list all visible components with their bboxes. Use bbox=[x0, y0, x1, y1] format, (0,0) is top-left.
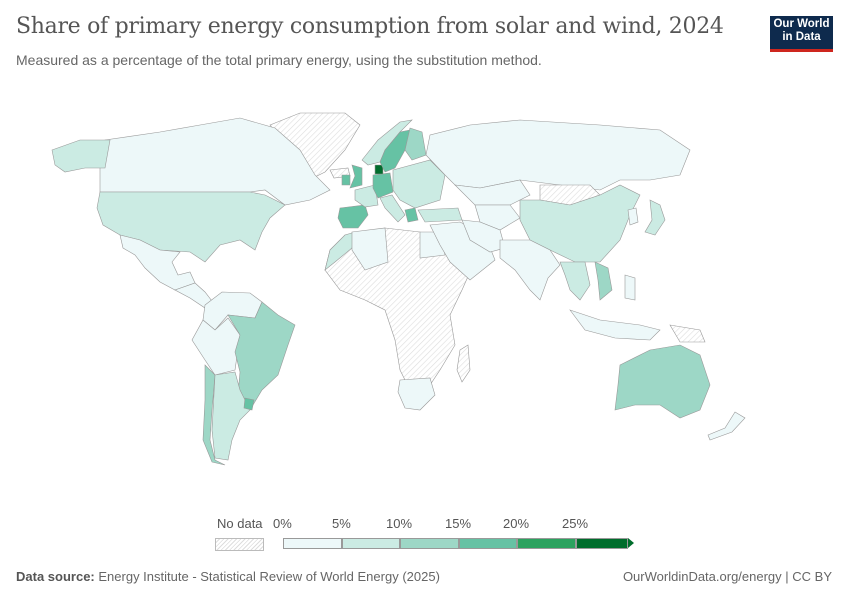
legend-bin-4[interactable] bbox=[517, 538, 576, 549]
country-turkey[interactable] bbox=[417, 207, 463, 223]
logo-line2: in Data bbox=[782, 31, 821, 43]
country-denmark[interactable] bbox=[374, 164, 384, 175]
country-indonesia[interactable] bbox=[569, 309, 661, 341]
country-madagascar[interactable] bbox=[456, 344, 471, 383]
country-korea[interactable] bbox=[627, 207, 639, 226]
map-legend: No data 0% 5% 10% 15% 20% 25% bbox=[0, 516, 850, 556]
legend-tick-10: 10% bbox=[386, 516, 413, 531]
legend-bin-3[interactable] bbox=[458, 538, 517, 549]
country-greece[interactable] bbox=[404, 207, 419, 223]
legend-tick-20: 20% bbox=[503, 516, 530, 531]
country-australia[interactable] bbox=[614, 344, 711, 419]
page-title: Share of primary energy consumption from… bbox=[16, 14, 724, 39]
credit-link[interactable]: OurWorldinData.org/energy | CC BY bbox=[622, 569, 832, 584]
legend-bin-2[interactable] bbox=[400, 538, 459, 549]
page-subtitle: Measured as a percentage of the total pr… bbox=[16, 52, 542, 68]
country-usa[interactable] bbox=[96, 191, 286, 263]
country-mexico[interactable] bbox=[119, 234, 196, 291]
world-map bbox=[51, 112, 746, 466]
country-png[interactable] bbox=[669, 324, 706, 343]
country-central-asia[interactable] bbox=[474, 204, 521, 231]
legend-bin-5[interactable] bbox=[575, 538, 628, 549]
country-india[interactable] bbox=[499, 239, 561, 301]
country-finland[interactable] bbox=[404, 127, 427, 161]
country-vietnam[interactable] bbox=[594, 261, 613, 301]
legend-tick-0: 0% bbox=[273, 516, 292, 531]
country-eastern-europe[interactable] bbox=[392, 159, 446, 209]
country-france[interactable] bbox=[354, 184, 379, 208]
country-alaska[interactable] bbox=[51, 139, 111, 173]
country-ireland[interactable] bbox=[341, 174, 351, 186]
country-germany[interactable] bbox=[372, 172, 394, 199]
legend-no-data-swatch bbox=[215, 538, 264, 551]
country-brazil[interactable] bbox=[227, 301, 296, 411]
country-uk[interactable] bbox=[349, 164, 363, 189]
data-source-link[interactable]: Energy Institute - Statistical Review of… bbox=[98, 569, 440, 584]
data-source-label: Data source: bbox=[16, 569, 95, 584]
country-algeria[interactable] bbox=[351, 227, 389, 271]
legend-tick-15: 15% bbox=[445, 516, 472, 531]
country-southeast-asia[interactable] bbox=[559, 261, 591, 301]
country-japan[interactable] bbox=[644, 199, 666, 236]
legend-bin-0[interactable] bbox=[283, 538, 342, 549]
country-south-africa[interactable] bbox=[397, 377, 436, 411]
legend-tick-25: 25% bbox=[562, 516, 589, 531]
legend-bin-1[interactable] bbox=[341, 538, 400, 549]
owid-logo[interactable]: Our World in Data bbox=[770, 16, 833, 52]
country-italy[interactable] bbox=[379, 194, 406, 223]
country-argentina[interactable] bbox=[211, 371, 251, 461]
logo-line1: Our World bbox=[773, 18, 830, 30]
country-peru-bolivia[interactable] bbox=[191, 317, 241, 376]
country-new-zealand[interactable] bbox=[707, 411, 746, 441]
legend-arrow bbox=[628, 538, 634, 548]
country-chile[interactable] bbox=[202, 364, 226, 466]
country-philippines[interactable] bbox=[624, 274, 636, 301]
data-source: Data source: Energy Institute - Statisti… bbox=[16, 569, 440, 584]
country-uruguay[interactable] bbox=[243, 397, 255, 411]
country-iberia[interactable] bbox=[337, 204, 369, 229]
country-russia[interactable] bbox=[425, 119, 691, 191]
legend-tick-5: 5% bbox=[332, 516, 351, 531]
legend-no-data-label: No data bbox=[217, 516, 263, 531]
